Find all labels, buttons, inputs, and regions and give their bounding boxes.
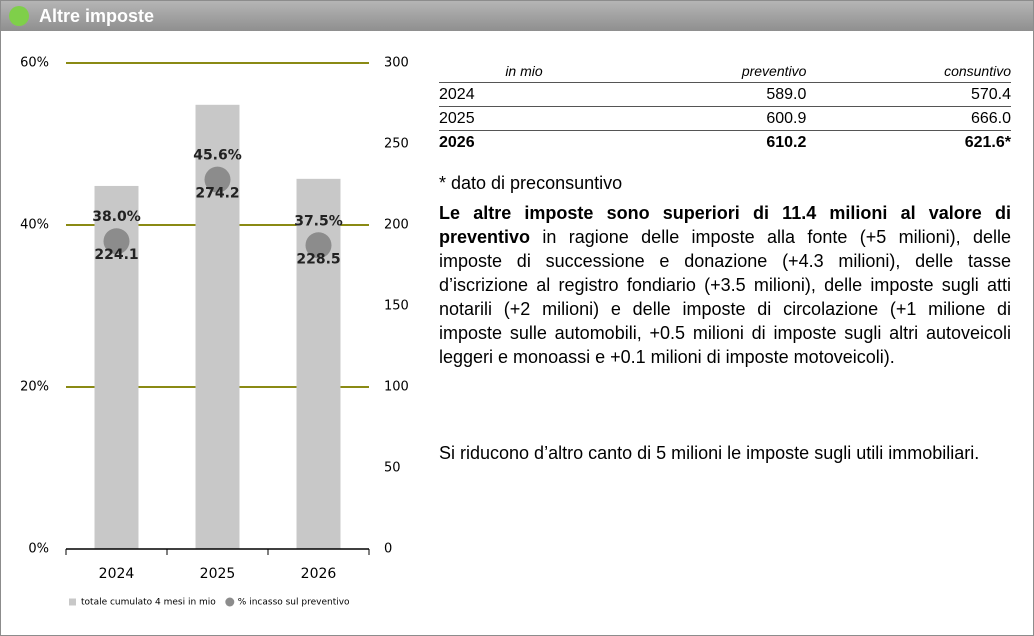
- table-row: 2026 610.2 621.6*: [439, 131, 1011, 155]
- table-header: in mio preventivo consuntivo: [439, 59, 1011, 83]
- y-tick-label: 40%: [20, 218, 49, 233]
- cell: 2026: [439, 133, 475, 151]
- dot-label: 38.0%: [92, 209, 141, 225]
- data-table: in mio preventivo consuntivo 2024 589.0 …: [439, 59, 1011, 154]
- y2-tick-label: 300: [384, 56, 409, 71]
- paragraph: Le altre imposte sono superiori di 11.4 …: [439, 201, 1011, 369]
- y2-tick-label: 250: [384, 137, 409, 152]
- legend-swatch: [69, 598, 76, 606]
- legend-swatch: [225, 597, 235, 607]
- paragraph: Si riducono d’altro canto di 5 milioni l…: [439, 443, 980, 463]
- header-bar: Altre imposte: [1, 1, 1033, 31]
- dot-label: 37.5%: [294, 213, 343, 229]
- th: in mio: [439, 59, 609, 83]
- table-row: 2024 589.0 570.4: [439, 82, 1011, 107]
- bold-text: Le altre imposte sono superiori di 11.4 …: [439, 203, 1011, 247]
- cell: 2024: [439, 82, 609, 107]
- text: in ragione delle imposte alla fonte (+5 …: [439, 227, 1011, 367]
- cell: 570.4: [806, 82, 1011, 107]
- bar-label: 224.1: [94, 247, 138, 263]
- th: consuntivo: [806, 59, 1011, 83]
- cell: 2025: [439, 106, 609, 131]
- chart: 0% 20% 40% 60% 0 50 100 150 200 250 300 2024 2025 202…: [20, 56, 409, 608]
- cell: 666.0: [806, 106, 1011, 131]
- y-tick-label: 0%: [28, 542, 49, 557]
- y2-tick-label: 150: [384, 299, 409, 314]
- legend-label: % incasso sul preventivo: [238, 598, 350, 608]
- y-tick-label: 20%: [20, 380, 49, 395]
- y2-tick-label: 200: [384, 218, 409, 233]
- bar-label: 228.5: [296, 251, 340, 267]
- dot: [305, 232, 332, 259]
- cell: 600.9: [609, 106, 807, 131]
- y-tick-label: 60%: [20, 56, 49, 71]
- th: preventivo: [609, 59, 807, 83]
- y2-tick-label: 50: [384, 461, 401, 476]
- y2-tick-label: 0: [384, 542, 392, 557]
- dot: [103, 228, 130, 255]
- cell: 621.6*: [964, 133, 1011, 151]
- cell: 589.0: [609, 82, 807, 107]
- bar-label: 274.2: [195, 186, 239, 202]
- table-row: 2025 600.9 666.0: [439, 106, 1011, 131]
- x-tick-label: 2026: [301, 566, 337, 582]
- legend-label: totale cumulato 4 mesi in mio: [81, 598, 216, 608]
- header-title: Altre imposte: [39, 6, 155, 26]
- footnote: * dato di preconsuntivo: [439, 173, 623, 193]
- dot-label: 45.6%: [193, 148, 242, 164]
- dot: [204, 166, 231, 193]
- cell: 610.2: [766, 133, 807, 151]
- header-icon: [9, 6, 29, 26]
- x-tick-label: 2024: [99, 566, 135, 582]
- y2-tick-label: 100: [384, 380, 409, 395]
- x-tick-label: 2025: [200, 566, 236, 582]
